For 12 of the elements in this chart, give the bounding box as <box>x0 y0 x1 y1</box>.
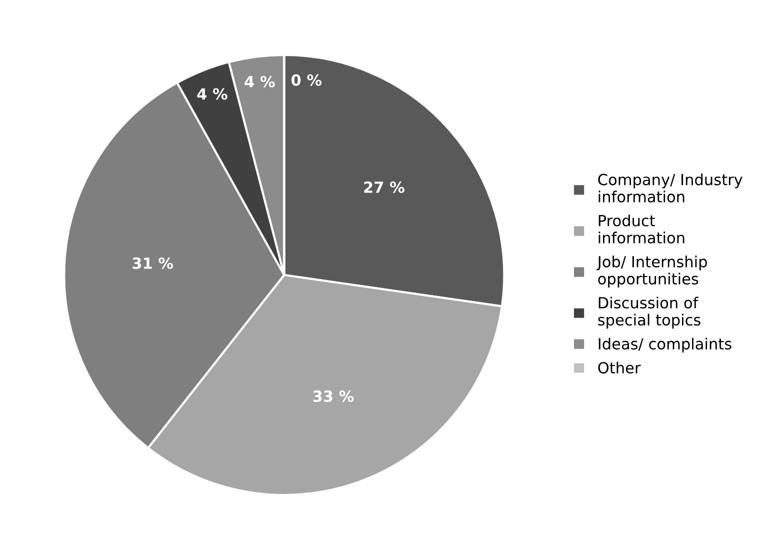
legend-label: Other <box>598 362 641 374</box>
data-label: 27 % <box>364 181 404 193</box>
legend-label: Job/ Internship opportunities <box>596 256 707 288</box>
legend-label: Company/ Industry information <box>598 174 742 202</box>
data-label: 31 % <box>132 257 174 269</box>
text: 0 % <box>291 74 322 86</box>
data-label: 33 % <box>313 390 354 402</box>
legend-label: Product information <box>598 214 684 244</box>
legend-label: Discussion of special topics <box>598 296 700 329</box>
legend-label: Ideas/ complaints <box>598 338 732 353</box>
data-label: 4 % <box>197 88 228 100</box>
data-label: 4 % <box>244 76 275 88</box>
